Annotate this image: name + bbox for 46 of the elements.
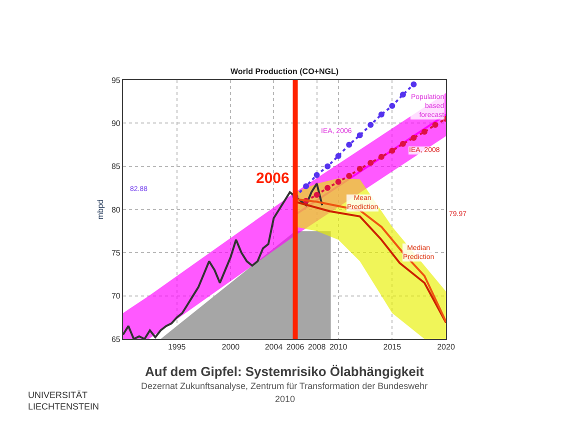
point [303, 183, 310, 190]
x-tick-label: 1995 [168, 342, 186, 352]
x-tick-label: 2010 [329, 342, 348, 352]
point [400, 140, 406, 147]
text: Auf dem Gipfel: Systemrisiko Ölabhängigkeit [145, 364, 425, 379]
y-tick-label: 85 [111, 162, 121, 172]
y-tick-label: 75 [111, 248, 121, 258]
point [400, 92, 406, 98]
x-tick-label: 2000 [222, 342, 240, 352]
point [324, 184, 331, 191]
x-tick-label: 2004 [264, 342, 284, 352]
y-tick-label: 95 [111, 76, 121, 85]
x-tick-label: 2008 [308, 342, 326, 352]
point [346, 172, 352, 179]
point [335, 178, 342, 185]
point [356, 166, 363, 172]
point [324, 163, 331, 170]
point [314, 192, 320, 198]
chart-title: World Production (CO+NGL) [230, 67, 339, 76]
point [410, 81, 417, 88]
point [378, 112, 384, 118]
point [368, 160, 374, 166]
x-tick-label: 2015 [383, 342, 402, 352]
line-series [123, 182, 324, 339]
point [368, 122, 374, 128]
x-tick-label: 2020 [437, 342, 456, 352]
y-axis-title: mbpd [96, 199, 106, 220]
y-tick-label: 70 [111, 292, 121, 301]
point [346, 142, 352, 148]
point [314, 172, 320, 178]
point [389, 148, 396, 154]
text: UNIVERSITÄT LIECHTENSTEIN [28, 390, 100, 412]
ref-line-label: 2006 [256, 170, 290, 187]
point [389, 102, 396, 109]
point [410, 134, 417, 141]
text: Dezernat Zukunftsanalyse, Zentrum für Transformation der Bundeswehr [141, 381, 428, 391]
x-tick-label: 2006 [286, 342, 305, 352]
point [335, 152, 342, 159]
point [356, 132, 363, 138]
y-tick-label: 90 [111, 118, 121, 128]
point [378, 154, 384, 160]
y-tick-label: 80 [111, 205, 121, 214]
text: 2010 [275, 394, 296, 404]
point [432, 122, 438, 128]
point [421, 128, 428, 135]
y-tick-label: 65 [111, 334, 121, 344]
